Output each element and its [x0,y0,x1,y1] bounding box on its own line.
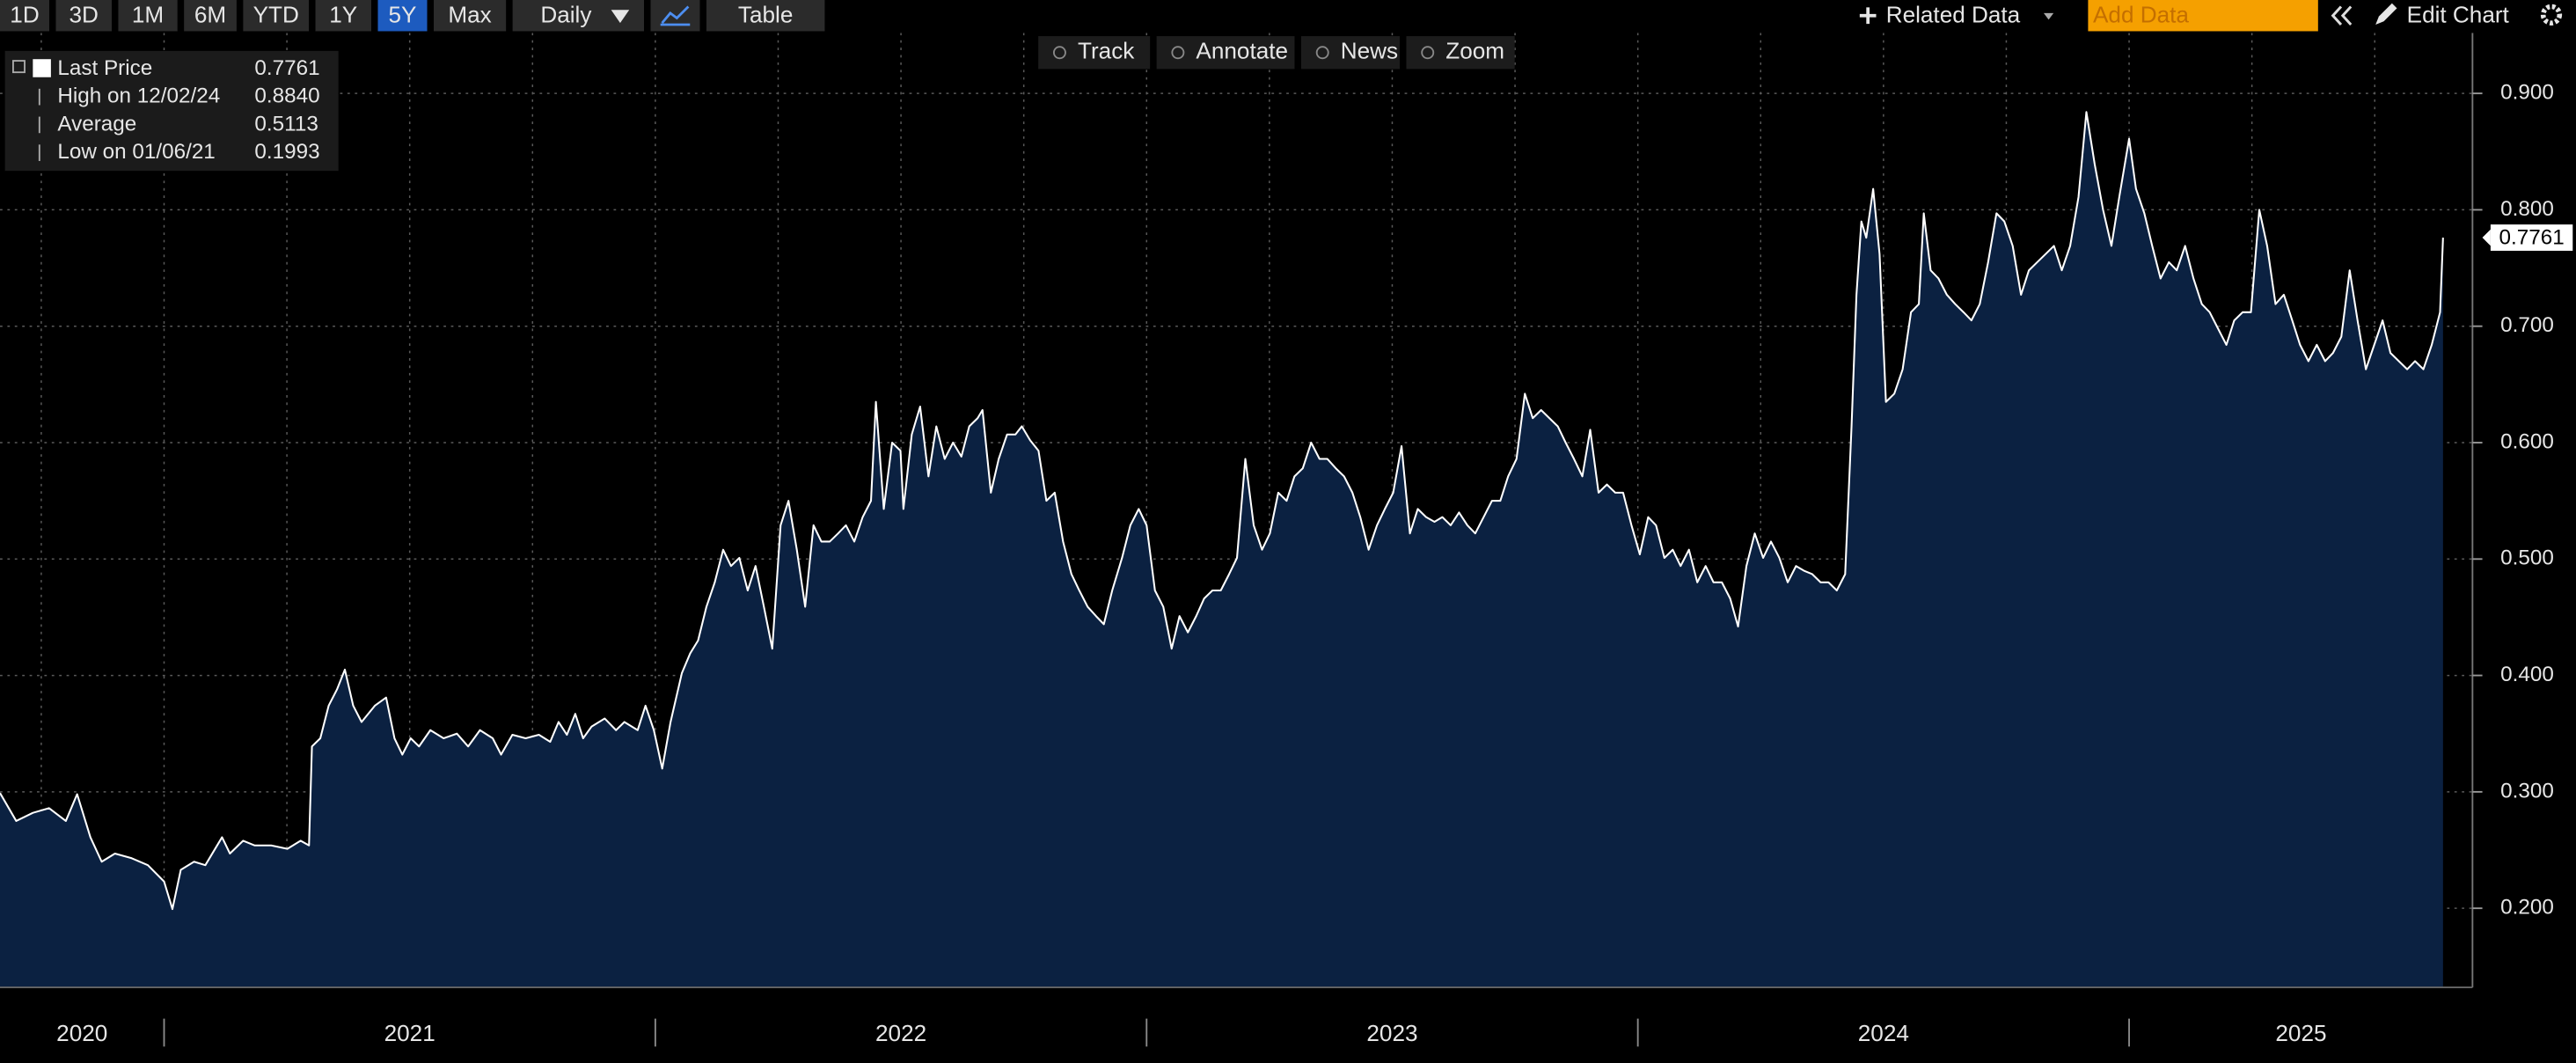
chart-style-icon [660,5,691,26]
settings-icon[interactable] [2540,4,2563,26]
tool-button[interactable] [1156,36,1295,70]
legend-value: 0.7761 [254,56,319,80]
legend-label: Average [57,112,136,136]
y-tick-label: 0.800 [2500,197,2554,221]
legend-label: Last Price [57,56,152,80]
period-label[interactable]: 1Y [329,2,357,28]
legend-label: Low on 01/06/21 [57,140,215,164]
legend-box [4,50,339,172]
toolbar: Last Price 0.7761 High on 12/02/24 0.8840 Av… [0,0,2576,172]
period-button[interactable] [433,0,507,32]
pencil-icon [2375,3,2397,26]
legend-label: High on 12/02/24 [57,84,220,108]
last-price-label: 0.7761 [2499,225,2564,249]
y-tick-label: 0.300 [2500,779,2554,803]
plot-area [0,33,2473,988]
series [0,111,2444,988]
dropdown-arrow [611,10,630,24]
period-button[interactable] [184,0,237,32]
tool-label[interactable]: Zoom [1445,38,1504,64]
period-label[interactable]: YTD [253,2,299,28]
legend-value: 0.8840 [254,84,319,108]
x-tick-label: 2022 [875,1020,926,1046]
edit-chart-label[interactable]: Edit Chart [2407,2,2510,28]
period-label[interactable]: 1D [10,2,39,28]
last-price-pointer [2482,229,2491,246]
period-button[interactable] [243,0,310,32]
related-arrow [2043,12,2054,20]
legend-swatch [33,59,51,77]
x-tick-label: 2020 [56,1020,107,1046]
tool-label[interactable]: Track [1078,38,1135,64]
period-label[interactable]: 3D [70,2,99,28]
price-line [0,111,2444,911]
related-data-label[interactable]: Related Data [1886,2,2021,28]
period-button[interactable] [118,0,178,32]
tool-icon [1421,46,1435,60]
x-tick-label: 2023 [1366,1020,1417,1046]
table-button[interactable] [706,0,825,32]
y-tick-label: 0.500 [2500,546,2554,570]
axes: 0.200 0.300 0.400 0.500 0.600 0.700 0.800 0.900… [0,33,2573,1047]
legend-handle [12,60,26,74]
period-label[interactable]: 5Y [389,2,417,28]
tool-icon [1052,46,1066,60]
tool-button[interactable] [1406,36,1515,70]
tool-label[interactable]: News [1341,38,1398,64]
table-label[interactable]: Table [738,2,793,28]
x-tick-label: 2025 [2275,1020,2326,1046]
tool-icon [1315,46,1329,60]
tool-icon [1171,46,1185,60]
x-tick-label: 2024 [1858,1020,1909,1046]
period-label[interactable]: 6M [194,2,226,28]
area-fill [0,112,2443,988]
legend-value: 0.5113 [254,112,318,136]
period-button[interactable] [55,0,112,32]
y-tick-label: 0.200 [2500,896,2554,920]
y-tick-label: 0.700 [2500,313,2554,337]
collapse-icon[interactable] [2331,5,2353,26]
tool-label[interactable]: Annotate [1196,38,1288,64]
plus-icon [1859,7,1877,25]
last-price-tag [2490,224,2573,251]
add-data-input[interactable] [2088,0,2318,32]
period-label[interactable]: 1M [132,2,164,28]
tool-button[interactable] [1038,36,1151,70]
period-button[interactable] [377,0,428,32]
frequency-label[interactable]: Daily [540,2,592,28]
y-tick-label: 0.900 [2500,81,2554,105]
x-tick-label: 2021 [384,1020,435,1046]
period-button[interactable] [0,0,50,32]
add-data-placeholder[interactable]: Add Data [2093,2,2189,28]
period-label[interactable]: Max [448,2,491,28]
y-tick-label: 0.400 [2500,663,2554,686]
period-button[interactable] [315,0,372,32]
y-tick-label: 0.600 [2500,429,2554,453]
legend-value: 0.1993 [254,140,319,164]
